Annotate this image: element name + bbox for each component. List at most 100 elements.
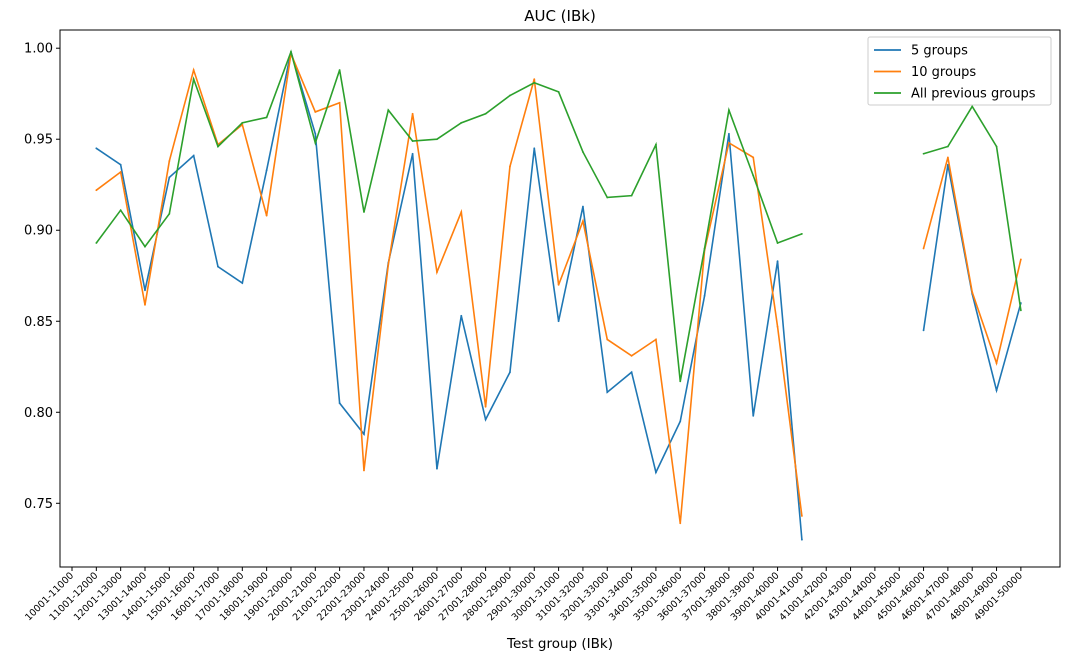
data-point — [582, 151, 584, 153]
data-point — [728, 109, 730, 111]
y-tick-label: 1.00 — [24, 42, 53, 57]
data-point — [946, 145, 949, 148]
data-point — [168, 160, 171, 162]
data-point — [801, 538, 803, 541]
data-point — [557, 320, 560, 323]
data-point — [484, 405, 487, 408]
data-point — [1019, 258, 1022, 261]
data-point — [679, 380, 682, 383]
data-point — [436, 467, 438, 470]
data-point — [484, 112, 487, 115]
data-point — [119, 171, 122, 173]
data-point — [606, 338, 609, 341]
series-layer — [95, 49, 1022, 541]
data-point — [533, 81, 536, 84]
legend-label: All previous groups — [911, 87, 1036, 102]
data-point — [95, 189, 98, 192]
data-point — [630, 371, 633, 374]
data-point — [946, 156, 949, 159]
data-point — [922, 247, 925, 250]
data-point — [606, 391, 609, 394]
data-point — [168, 212, 171, 215]
data-point — [95, 242, 98, 244]
data-point — [995, 389, 998, 392]
data-point — [144, 289, 146, 292]
x-axis: 10001-1100011001-1200012001-1300013001-1… — [23, 567, 1025, 623]
data-point — [728, 141, 730, 144]
data-point — [314, 132, 317, 135]
data-point — [217, 145, 219, 148]
data-point — [168, 176, 171, 179]
data-point — [582, 220, 584, 223]
data-point — [557, 90, 560, 93]
data-point — [971, 105, 974, 108]
data-point — [655, 471, 657, 474]
data-point — [655, 338, 657, 341]
data-point — [679, 420, 682, 423]
data-point — [363, 469, 365, 472]
data-point — [557, 283, 560, 286]
data-point — [922, 329, 925, 332]
chart-title: AUC (IBk) — [524, 7, 596, 25]
data-point — [752, 174, 755, 177]
data-point — [192, 154, 195, 157]
series-2 — [95, 50, 1022, 525]
data-point — [776, 325, 779, 328]
data-point — [776, 260, 779, 263]
data-point — [387, 109, 390, 111]
y-tick-label: 0.75 — [24, 497, 53, 512]
data-point — [314, 141, 317, 144]
series-line — [95, 50, 1022, 524]
data-point — [338, 69, 341, 71]
data-point — [265, 116, 268, 119]
data-point — [509, 165, 511, 168]
data-point — [655, 143, 657, 146]
data-point — [630, 354, 633, 357]
y-axis: 0.75 0.80 0.85 0.90 0.95 1.00 — [24, 42, 60, 512]
data-point — [728, 132, 730, 135]
legend-box — [867, 36, 1052, 106]
data-point — [606, 196, 609, 199]
data-point — [509, 94, 511, 97]
x-axis-label: Test group (IBk) — [506, 636, 613, 652]
data-point — [363, 433, 365, 436]
data-point — [217, 265, 219, 268]
data-point — [241, 121, 244, 124]
y-tick-label: 0.95 — [24, 133, 53, 148]
data-point — [533, 147, 536, 150]
data-point — [265, 214, 268, 217]
legend-label: 10 groups — [911, 65, 976, 80]
data-point — [144, 303, 146, 306]
data-point — [460, 121, 463, 124]
data-point — [703, 247, 706, 250]
data-point — [95, 147, 98, 150]
data-point — [801, 232, 803, 235]
legend: 5 groups 10 groups All previous groups — [867, 36, 1052, 106]
data-point — [752, 156, 755, 159]
data-point — [703, 294, 706, 297]
data-point — [801, 515, 803, 517]
series-line — [95, 51, 1022, 540]
data-point — [460, 211, 463, 213]
data-point — [314, 111, 317, 113]
data-point — [1019, 309, 1022, 312]
data-point — [922, 152, 925, 155]
data-point — [460, 314, 463, 317]
data-point — [436, 271, 438, 274]
data-point — [995, 145, 998, 148]
legend-label: 5 groups — [911, 44, 968, 59]
data-point — [363, 211, 365, 213]
data-point — [971, 291, 974, 294]
data-point — [411, 112, 414, 115]
y-tick-label: 0.90 — [24, 224, 53, 239]
data-point — [241, 282, 244, 284]
y-tick-label: 0.85 — [24, 315, 53, 330]
data-point — [192, 78, 195, 81]
data-point — [411, 152, 414, 155]
data-point — [533, 78, 536, 81]
data-point — [436, 138, 438, 141]
data-point — [265, 169, 268, 172]
data-point — [144, 245, 146, 248]
